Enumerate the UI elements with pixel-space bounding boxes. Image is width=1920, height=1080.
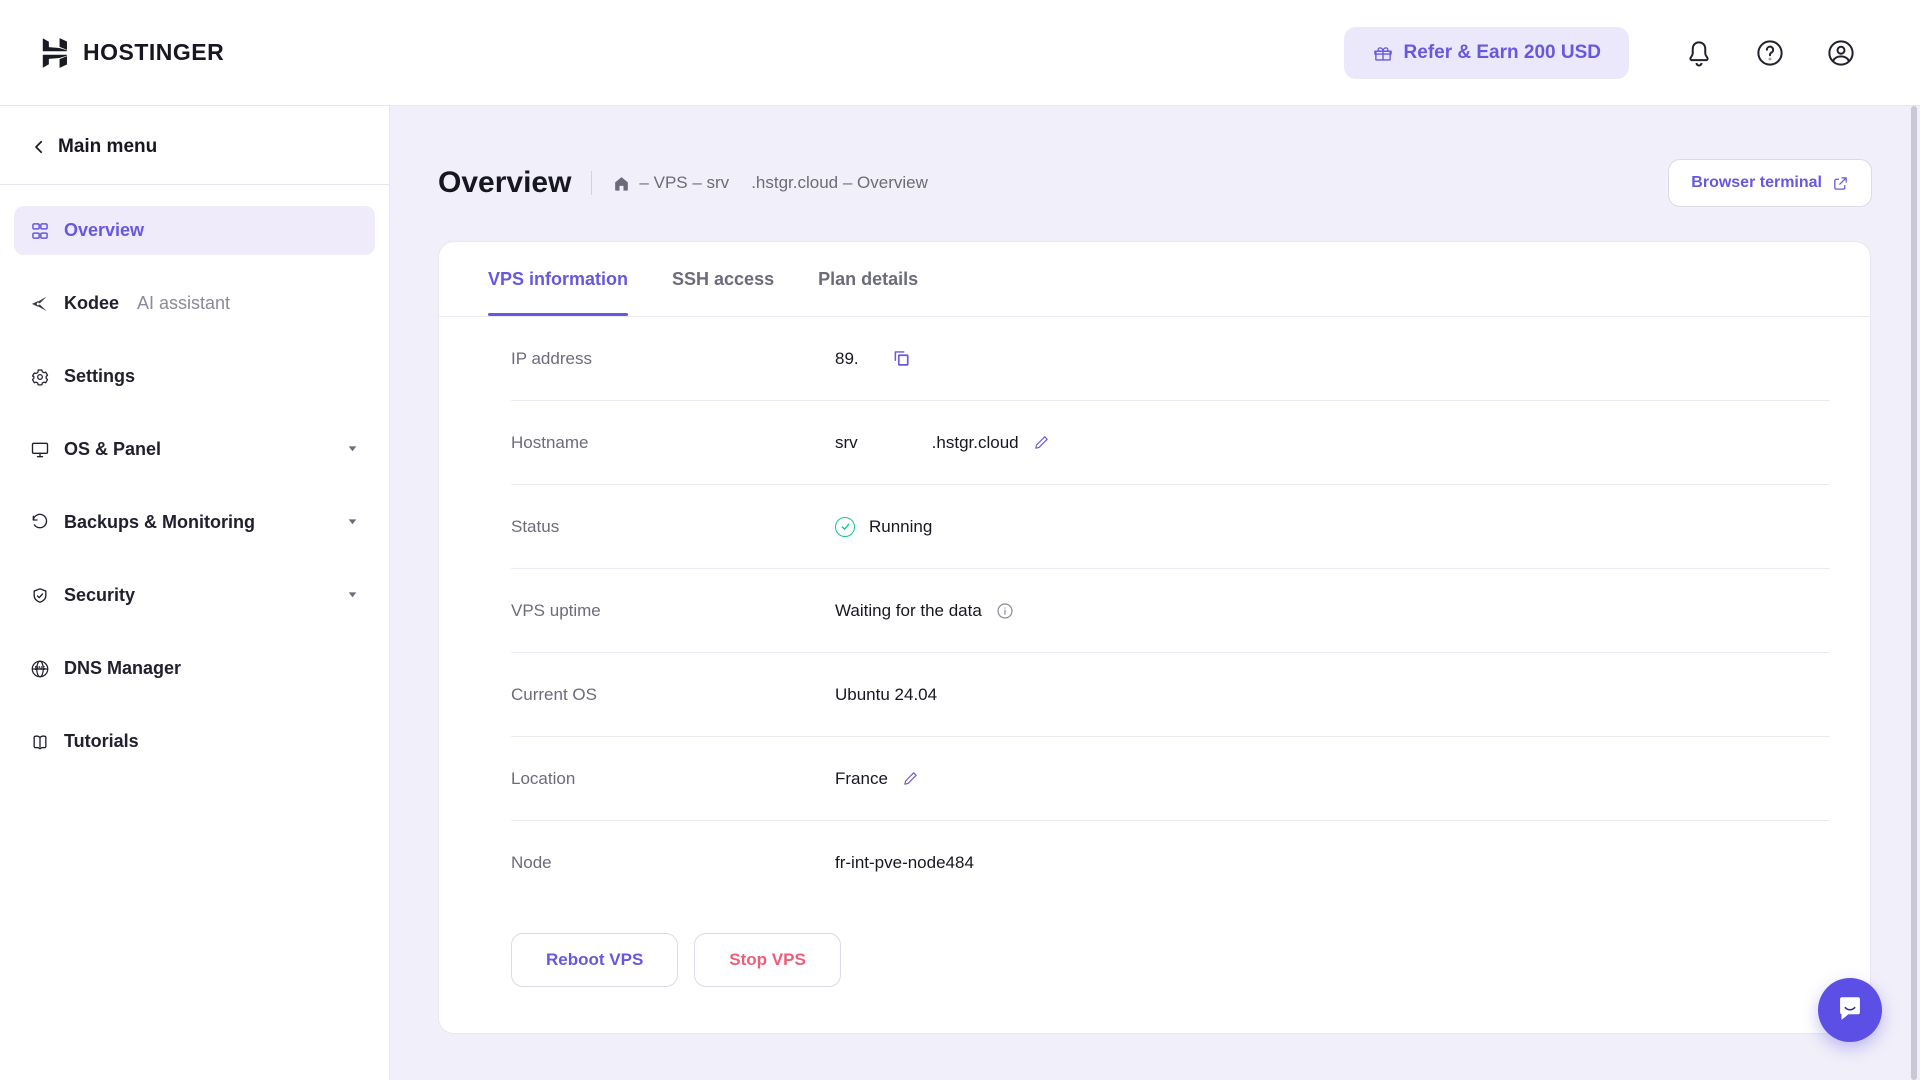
- svg-text:DNS: DNS: [35, 666, 46, 672]
